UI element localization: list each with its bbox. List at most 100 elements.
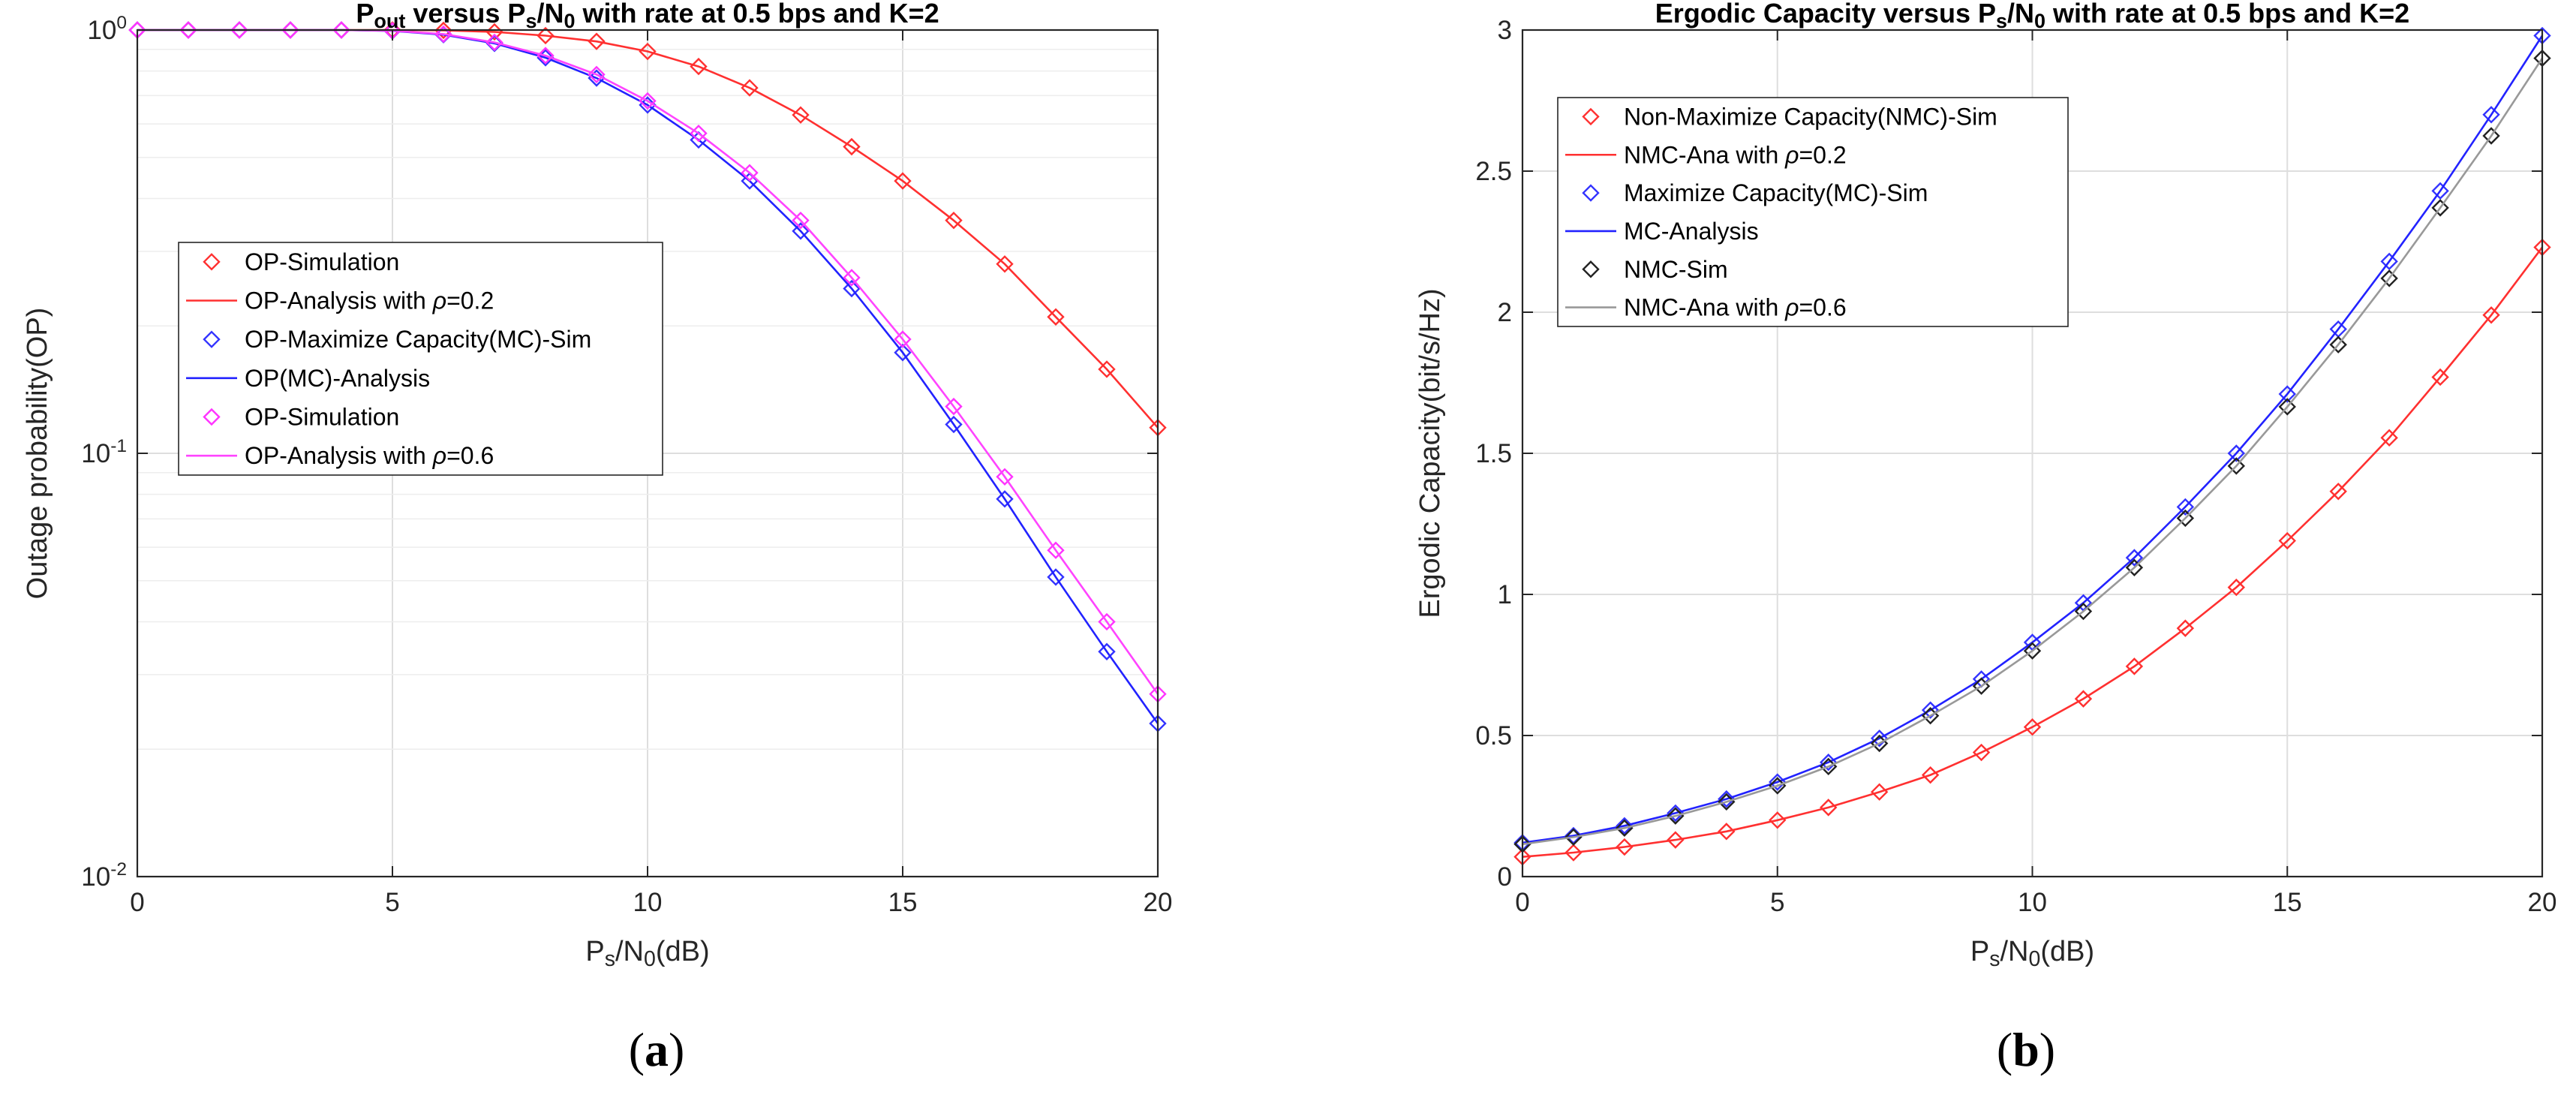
chart-b-title-part-3: 0	[2034, 10, 2045, 32]
chart-a-title: Pout versus Ps/N0 with rate at 0.5 bps a…	[356, 0, 939, 32]
chart-b-legend-label-1: NMC-Ana with ρ=0.2	[1624, 141, 1847, 168]
chart-b-legend-label-5-tail: =0.6	[1799, 294, 1846, 321]
chart-b-legend-label-1-main: NMC-Ana with	[1624, 141, 1785, 168]
chart-b-xlabel-part-4: (dB)	[2040, 936, 2094, 967]
chart-a-legend-swatch-4	[203, 408, 221, 426]
chart-b-xlabel: Ps/N0(dB)	[1970, 936, 2094, 971]
chart-b-title-part-0: Ergodic Capacity versus P	[1655, 0, 1996, 29]
chart-a-xtick-label-0: 0	[130, 888, 144, 917]
chart-b-ytick-label-2: 1	[1498, 580, 1512, 609]
chart-b-series-4-point-16	[2329, 335, 2347, 353]
chart-b-series-4-point-14	[2227, 457, 2245, 475]
chart-b-caption-close: )	[2039, 1023, 2055, 1076]
chart-b-caption-letter: b	[2012, 1023, 2039, 1076]
chart-a-series-0-point-6	[434, 21, 452, 40]
chart-a-series-2-point-14	[843, 279, 861, 298]
chart-a-title-part-5: 0	[564, 10, 575, 32]
chart-b-series-0-point-19	[2482, 306, 2500, 324]
chart-b-ytick-label-1: 0.5	[1475, 721, 1512, 751]
chart-b-legend-label-1-tail: =0.2	[1799, 141, 1846, 168]
chart-b-legend-swatch-2	[1582, 184, 1600, 202]
chart-a-series-4-point-18	[1047, 541, 1065, 559]
chart-a-ytick-label-2: 10-2	[81, 859, 127, 892]
chart-a-ytick-label-0: 100	[87, 13, 127, 45]
chart-b-title: Ergodic Capacity versus Ps/N0 with rate …	[1655, 0, 2409, 32]
chart-a-legend: OP-Simulation OP-Analysis with ρ=0.2 OP-Ma…	[178, 242, 663, 476]
chart-b-xlabel-part-2: /N	[2000, 936, 2028, 967]
chart-a-ytick-label-1: 10-1	[81, 436, 127, 468]
chart-a-series-4-point-19	[1098, 612, 1116, 631]
chart-b-ytick-label-6: 3	[1498, 16, 1512, 45]
chart-a-series-0-point-8	[537, 26, 555, 45]
chart-b-series-4-point-1	[1565, 828, 1583, 847]
chart-b-legend-label-3: MC-Analysis	[1624, 218, 1759, 245]
chart-b-xtick-label-1: 5	[1770, 888, 1784, 917]
chart-b-legend-label-5-main: NMC-Ana with	[1624, 294, 1785, 321]
chart-a-legend-swatch-2	[203, 330, 221, 348]
chart-b-legend-label-2: Maximize Capacity(MC)-Sim	[1624, 179, 1928, 206]
chart-a-ylabel: Outage probability(OP)	[22, 308, 53, 600]
chart-b-series-1-line	[1522, 246, 2544, 858]
chart-b-xtick-label-2: 10	[2018, 888, 2047, 917]
chart-a-title-part-3: s	[525, 10, 537, 32]
chart-a-xlabel-part-3: 0	[644, 947, 656, 971]
chart-a-series-4-point-7	[485, 33, 503, 52]
chart-a-legend-label-5-sym: ρ	[432, 442, 446, 469]
chart-a-series-4-point-4	[332, 21, 350, 39]
chart-b-legend-label-5-sym: ρ	[1784, 294, 1799, 321]
chart-a-xlabel-part-4: (dB)	[656, 936, 710, 967]
chart-a-legend-label-4: OP-Simulation	[245, 404, 399, 431]
chart-a-series-4-point-14	[843, 269, 861, 287]
chart-a-series-4-point-1	[179, 21, 197, 39]
chart-b-series-2-point-15	[2278, 385, 2296, 403]
chart-a-xlabel-part-0: P	[585, 936, 604, 967]
chart-a-caption-open: (	[629, 1023, 645, 1076]
chart-a-legend-label-1: OP-Analysis with ρ=0.2	[245, 287, 494, 314]
chart-b-series-4-point-15	[2278, 398, 2296, 416]
chart-a-series-0-point-9	[588, 32, 606, 50]
chart-a-legend-label-0: OP-Simulation	[245, 248, 399, 275]
chart-a-xlabel: Ps/N0(dB)	[585, 936, 709, 971]
chart-b-legend: Non-Maximize Capacity(NMC)-Sim NMC-Ana wi…	[1557, 97, 2069, 327]
chart-b-series-0-point-4	[1718, 823, 1736, 841]
chart-b-series-2-point-12	[2125, 549, 2144, 567]
chart-a-series-2-point-16	[945, 415, 963, 434]
chart-a-series-4-point-15	[894, 330, 912, 348]
chart-b-series-4-point-10	[2023, 642, 2042, 660]
chart-a-xlabel-part-1: s	[605, 947, 615, 971]
chart-b-series-2-point-17	[2380, 252, 2398, 271]
chart-a-legend-label-5-tail: =0.6	[446, 442, 494, 469]
chart-b-xtick-label-3: 15	[2273, 888, 2302, 917]
chart-b-title-part-1: s	[1996, 10, 2007, 32]
chart-a-caption-letter: a	[645, 1023, 669, 1076]
chart-a-caption: (a)	[629, 1023, 685, 1076]
chart-b-series-2-point-2	[1616, 817, 1634, 835]
chart-b-series-2-point-1	[1565, 826, 1583, 845]
chart-b-xlabel-part-0: P	[1970, 936, 1989, 967]
chart-b-caption: (b)	[1997, 1023, 2055, 1076]
chart-b-legend-label-4: NMC-Sim	[1624, 256, 1728, 283]
chart-b-series-0-point-13	[2176, 619, 2195, 637]
chart-a-title-part-0: P	[356, 0, 374, 29]
chart-b-ergodic-capacity: 0 5 10 15 20 0 0.5 1 1.5 2 2.5 3 Ergodic Capacity ve…	[1414, 0, 2556, 1076]
chart-b-xlabel-part-1: s	[1989, 947, 2000, 971]
chart-a-title-part-1: out	[374, 10, 405, 32]
chart-b-ytick-label-3: 1.5	[1475, 439, 1512, 468]
chart-b-series	[1513, 26, 2551, 866]
chart-b-series-2-point-3	[1667, 804, 1685, 823]
chart-b-series-2-point-18	[2431, 182, 2449, 200]
chart-a-legend-swatch-0	[203, 253, 221, 271]
chart-a-series-4-point-8	[537, 47, 555, 65]
chart-b-xlabel-part-3: 0	[2028, 947, 2040, 971]
chart-a-series-0-point-19	[1098, 360, 1116, 378]
chart-a-series-2-point-15	[894, 344, 912, 362]
chart-b-series-2-point-19	[2482, 106, 2500, 124]
chart-a-legend-label-1-main: OP-Analysis with	[245, 287, 433, 314]
chart-a-legend-label-2: OP-Maximize Capacity(MC)-Sim	[245, 326, 591, 353]
chart-a-xtick-label-4: 20	[1144, 888, 1173, 917]
chart-a-series-0-point-18	[1047, 308, 1065, 326]
chart-b-series-4-point-11	[2074, 602, 2093, 621]
chart-b-legend-swatch-4	[1582, 260, 1600, 278]
chart-a-ytick-label-0-exp: 0	[116, 13, 127, 33]
